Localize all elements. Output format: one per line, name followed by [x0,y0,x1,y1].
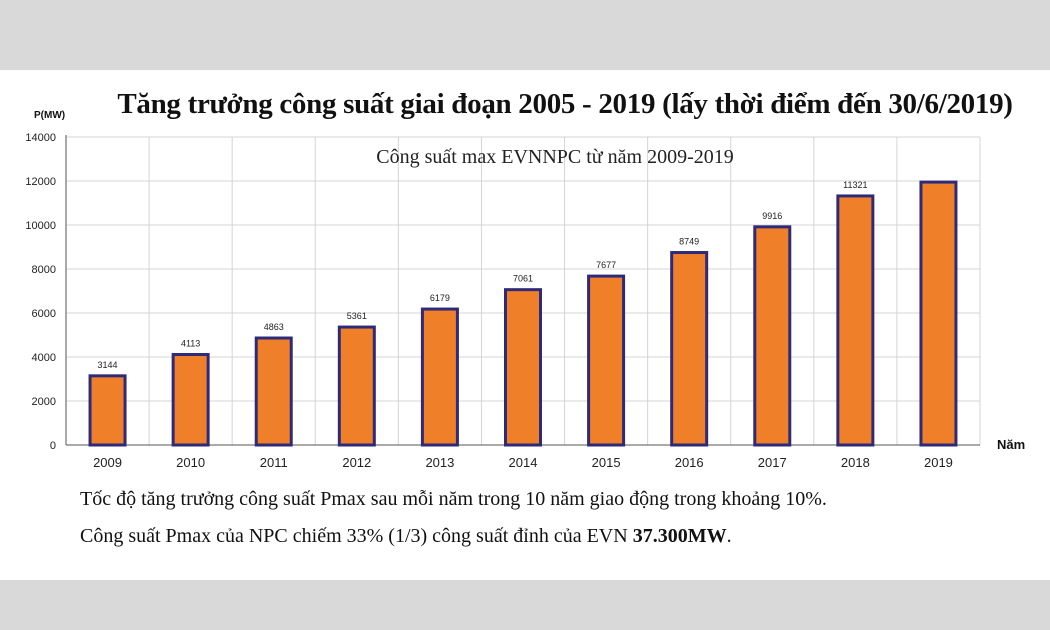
x-tick-label-2018: 2018 [841,455,870,470]
bar-2018 [836,194,875,447]
x-tick-label-2010: 2010 [176,455,205,470]
note-growth-rate: Tốc độ tăng trưởng công suất Pmax sau mỗ… [80,488,827,510]
bar-2017 [753,225,792,447]
x-tick-label-2019: 2019 [924,455,953,470]
data-label-2014: 7061 [513,274,533,284]
x-tick-label-2014: 2014 [509,455,538,470]
note-peak-share-text: Công suất Pmax của NPC chiếm 33% (1/3) c… [80,525,633,547]
y-tick-label-4000: 4000 [32,352,56,364]
y-tick-label-8000: 8000 [32,264,56,276]
bar-2019 [919,180,958,447]
y-tick-label-14000: 14000 [25,132,56,144]
bar-2015 [587,274,626,447]
note-peak-share-value: 37.300MW [632,525,727,547]
data-label-2015: 7677 [596,260,616,270]
y-tick-label-10000: 10000 [25,220,56,232]
bar-2009 [88,374,127,447]
x-axis-label: Năm [997,437,1026,452]
bar-2016 [670,251,709,447]
x-tick-label-2009: 2009 [93,455,122,470]
y-axis-label: P(MW) [34,110,66,121]
data-label-2011: 4863 [264,322,284,332]
bar-2011 [254,336,293,447]
x-tick-label-2016: 2016 [675,455,704,470]
data-label-2010: 4113 [181,339,200,349]
x-tick-label-2011: 2011 [260,455,288,470]
chart-subtitle: Công suất max EVNNPC từ năm 2009-2019 [376,146,734,168]
bar-2014 [504,288,542,447]
bar-2013 [420,307,459,447]
data-label-2009: 3144 [98,360,118,370]
x-tick-label-2013: 2013 [425,455,454,470]
data-label-2013: 6179 [430,293,450,303]
note-peak-share-end: . [726,525,732,547]
data-label-2016: 8749 [679,237,699,247]
x-tick-label-2012: 2012 [342,455,371,470]
data-label-2017: 9916 [762,211,782,221]
bar-2012 [337,325,376,447]
x-tick-label-2017: 2017 [758,455,787,470]
data-label-2012: 5361 [347,311,367,321]
note-peak-share: Công suất Pmax của NPC chiếm 33% (1/3) c… [80,525,732,548]
y-tick-label-2000: 2000 [32,396,56,408]
y-tick-label-12000: 12000 [25,176,56,188]
x-tick-label-2015: 2015 [592,455,621,470]
y-tick-label-6000: 6000 [32,308,56,320]
y-tick-label-0: 0 [50,440,56,452]
bar-2010 [171,353,210,447]
data-label-2018: 11321 [843,180,867,190]
chart-title: Tăng trưởng công suất giai đoạn 2005 - 2… [117,88,1013,120]
